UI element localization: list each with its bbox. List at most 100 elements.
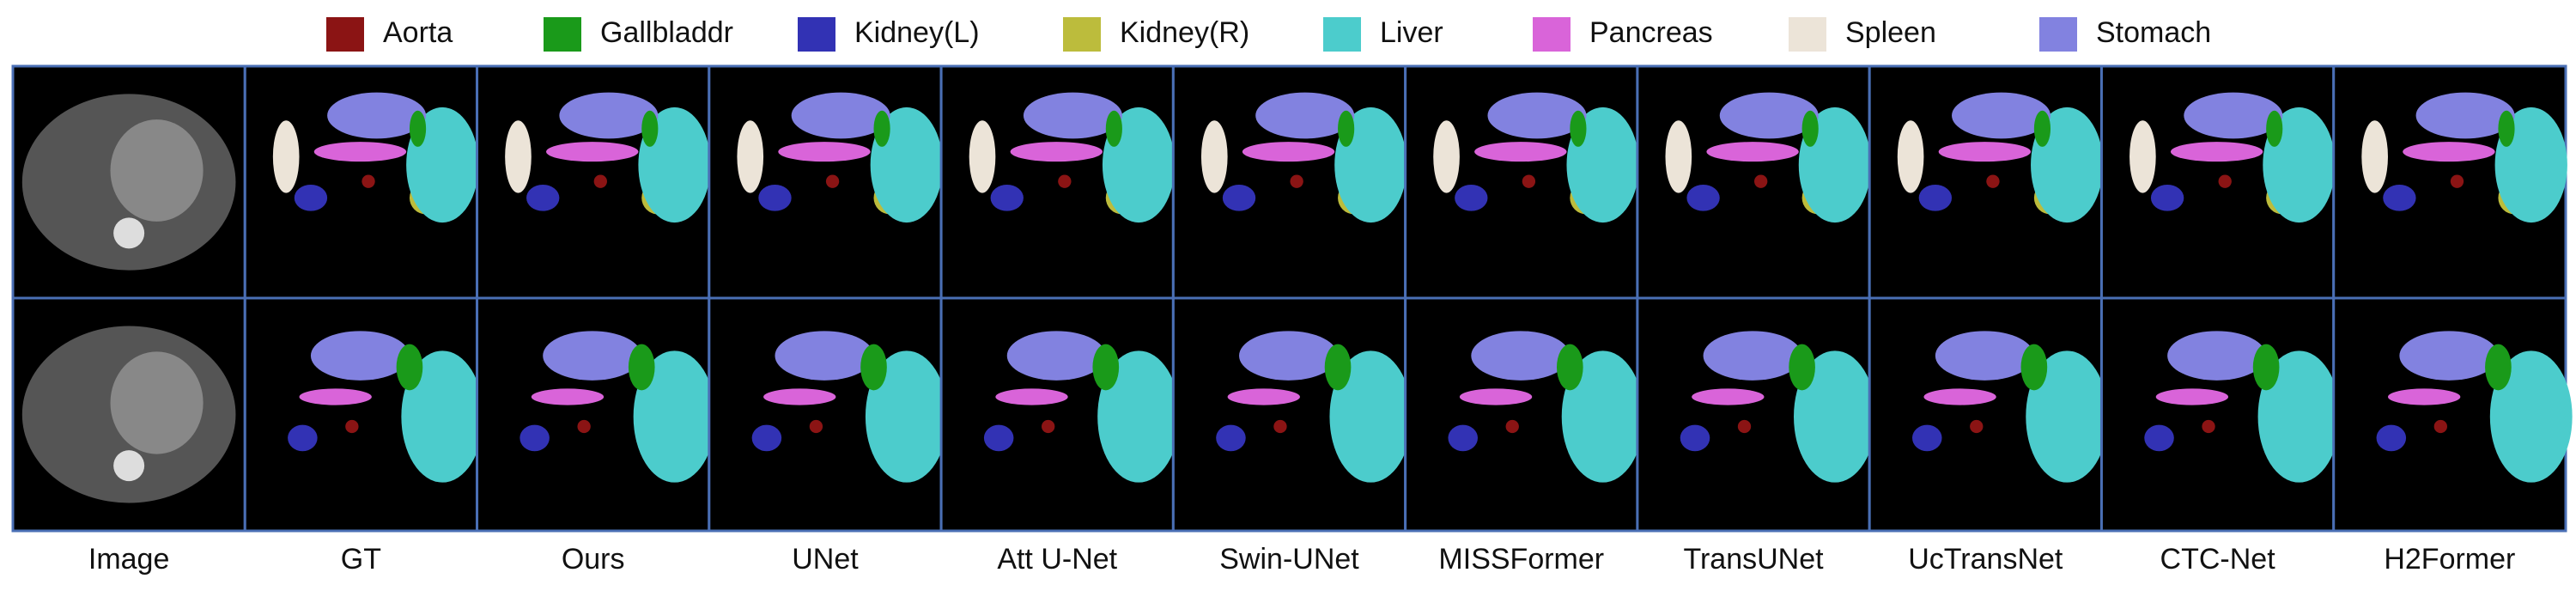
organ-shape (1474, 142, 1567, 162)
organ-shape (1010, 142, 1103, 162)
organ-shape (1505, 419, 1519, 434)
organ-shape (1097, 350, 1181, 483)
organ-shape (1665, 120, 1692, 193)
organ-shape (1935, 331, 2034, 381)
organ-shape (2020, 344, 2048, 391)
organ-shape (2184, 92, 2283, 139)
organ-shape (2399, 331, 2499, 381)
legend-swatch (1323, 17, 1361, 52)
organ-shape (1092, 344, 1120, 391)
legend-swatch (1533, 17, 1571, 52)
organ-shape (1023, 92, 1122, 139)
organ-shape (2129, 120, 2156, 193)
organ-shape (1487, 92, 1587, 139)
column-label: MISSFormer (1438, 543, 1604, 576)
column-label: H2Former (2384, 543, 2515, 576)
organ-shape (2202, 419, 2215, 434)
organ-shape (1703, 331, 1802, 381)
organ-shape (2150, 185, 2184, 211)
organ-shape (1570, 110, 1587, 147)
organ-shape (2170, 142, 2263, 162)
organ-shape (2033, 110, 2051, 147)
organ-shape (2485, 344, 2512, 391)
column-label: Image (88, 543, 170, 576)
organ-shape (294, 185, 328, 211)
organ-shape (1686, 185, 1720, 211)
column-label: CTC-Net (2160, 543, 2276, 576)
organ-shape (593, 174, 607, 188)
organ-shape (1897, 120, 1924, 193)
organ-shape (1329, 350, 1413, 483)
organ-shape (2433, 419, 2447, 434)
organ-shape (2489, 350, 2573, 483)
column-label: Swin-UNet (1219, 543, 1359, 576)
organ-shape (865, 350, 948, 483)
organ-shape (559, 92, 659, 139)
organ-shape (751, 424, 782, 452)
organ-shape (763, 388, 836, 405)
organ-shape (791, 92, 890, 139)
ct-spine (113, 450, 145, 482)
organ-shape (983, 424, 1014, 452)
organ-shape (2167, 331, 2267, 381)
organ-shape (1522, 174, 1536, 188)
organ-shape (327, 92, 427, 139)
organ-shape (1455, 185, 1488, 211)
organ-shape (1273, 419, 1287, 434)
organ-shape (778, 142, 871, 162)
column-label: UcTransNet (1908, 543, 2063, 576)
organ-shape (361, 174, 375, 188)
organ-shape (401, 350, 484, 483)
organ-shape (1680, 424, 1710, 452)
legend-label: Pancreas (1589, 16, 1713, 49)
organ-shape (546, 142, 639, 162)
organ-shape (1706, 142, 1799, 162)
column-label: TransUNet (1683, 543, 1824, 576)
organ-shape (873, 110, 890, 147)
organ-shape (1006, 331, 1106, 381)
organ-shape (1692, 388, 1765, 405)
organ-shape (543, 331, 642, 381)
legend-label: Spleen (1845, 16, 1936, 49)
organ-shape (505, 120, 532, 193)
organ-shape (1239, 331, 1339, 381)
organ-shape (1970, 419, 1984, 434)
organ-shape (1255, 92, 1355, 139)
organ-shape (1801, 110, 1819, 147)
organ-shape (1986, 174, 2000, 188)
organ-shape (1105, 110, 1122, 147)
organ-shape (2376, 424, 2407, 452)
organ-shape (531, 388, 605, 405)
organ-shape (577, 419, 591, 434)
organ-shape (995, 388, 1068, 405)
ct-organ (110, 351, 204, 454)
organ-shape (628, 344, 655, 391)
legend-label: Stomach (2096, 16, 2211, 49)
legend-swatch (1789, 17, 1826, 52)
organ-shape (1938, 142, 2032, 162)
column-label: GT (341, 543, 381, 576)
legend-swatch (544, 17, 581, 52)
organ-shape (1719, 92, 1819, 139)
organ-shape (1754, 174, 1768, 188)
organ-shape (1912, 424, 1942, 452)
organ-shape (1459, 388, 1533, 405)
organ-shape (2257, 350, 2341, 483)
organ-shape (1789, 344, 1815, 391)
organ-shape (860, 344, 887, 391)
legend-label: Kidney(R) (1120, 16, 1249, 49)
organ-shape (310, 331, 410, 381)
organ-shape (1200, 120, 1228, 193)
organ-shape (1561, 350, 1644, 483)
organ-shape (1556, 344, 1583, 391)
organ-shape (2266, 110, 2283, 147)
organ-shape (990, 185, 1024, 211)
organ-shape (288, 424, 318, 452)
legend-label: Gallbladdr (600, 16, 733, 49)
legend-label: Liver (1380, 16, 1443, 49)
organ-shape (1338, 110, 1355, 147)
ct-spine (113, 217, 145, 249)
organ-shape (1290, 174, 1303, 188)
legend-label: Kidney(L) (854, 16, 980, 49)
